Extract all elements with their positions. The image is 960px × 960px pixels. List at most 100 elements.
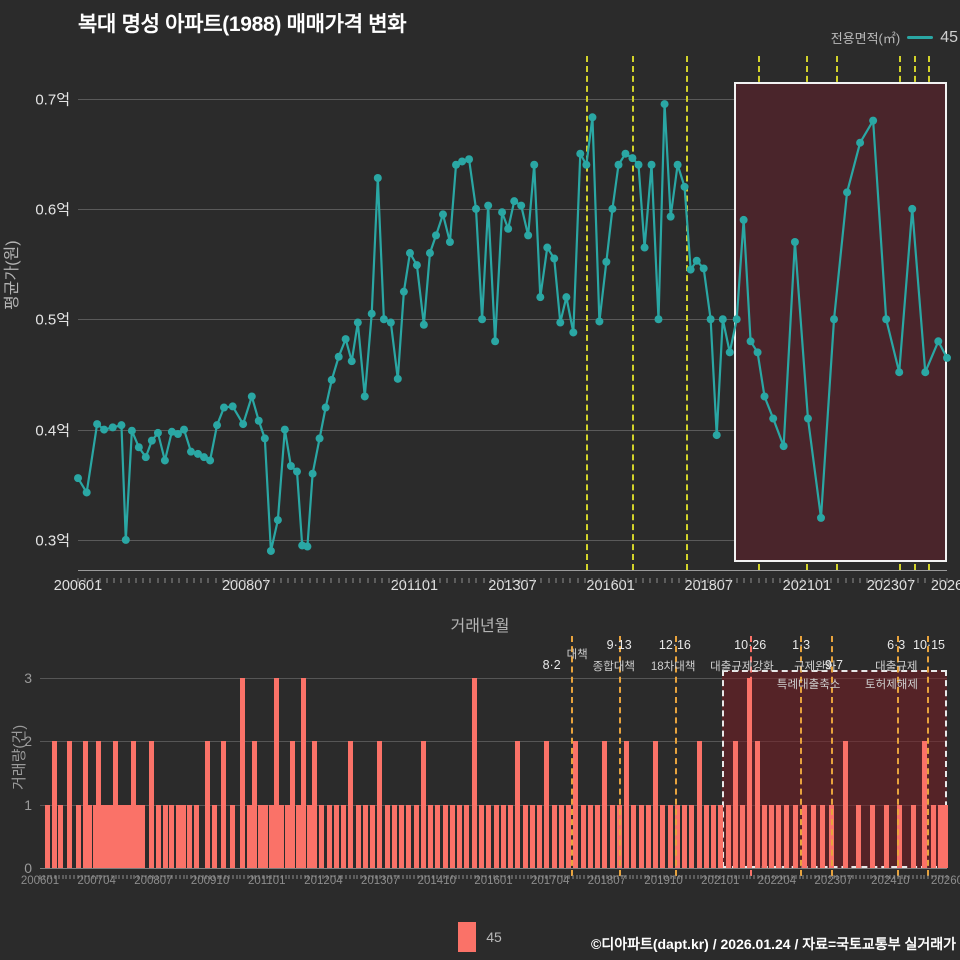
volume-minor-tick (451, 875, 453, 879)
price-point (82, 488, 91, 497)
volume-bar (377, 741, 383, 868)
bottom-legend-value: 45 (486, 929, 502, 945)
volume-minor-tick (194, 875, 196, 879)
volume-minor-tick (572, 875, 574, 879)
price-point (536, 293, 545, 302)
volume-minor-tick (772, 875, 774, 879)
volume-minor-tick (908, 875, 910, 879)
y-tick-label: 0.3억 (35, 532, 70, 550)
event-label: 종합대책 (592, 661, 635, 673)
volume-bar (638, 804, 644, 868)
minor-tick (656, 578, 658, 583)
volume-minor-tick (632, 875, 634, 879)
volume-bar (384, 804, 390, 868)
volume-event-line (674, 636, 677, 876)
volume-bar (493, 804, 499, 868)
volume-bar (930, 804, 936, 868)
volume-minor-tick (606, 875, 608, 879)
price-point (706, 315, 715, 324)
volume-x-tick-label: 201307 (360, 875, 400, 887)
volume-minor-tick (715, 875, 717, 879)
volume-minor-tick (156, 875, 158, 879)
volume-minor-tick (727, 875, 729, 879)
price-point (718, 315, 727, 324)
price-point (943, 353, 951, 362)
volume-minor-tick (247, 875, 249, 879)
volume-minor-tick (723, 875, 725, 879)
volume-bar (108, 804, 114, 868)
minor-tick (142, 578, 144, 583)
minor-tick (330, 578, 332, 583)
volume-minor-tick (863, 875, 865, 879)
minor-tick (910, 578, 912, 583)
minor-tick (222, 578, 224, 583)
volume-bar (761, 804, 767, 868)
y-tick-label: 0.7억 (35, 91, 70, 109)
minor-tick (91, 578, 93, 583)
volume-minor-tick (171, 875, 173, 879)
minor-tick (888, 578, 890, 583)
volume-minor-tick (103, 875, 105, 879)
volume-minor-tick (670, 875, 672, 879)
volume-minor-tick (115, 875, 117, 879)
price-point (308, 469, 317, 478)
price-point (303, 542, 312, 551)
minor-tick (939, 578, 941, 583)
price-point (640, 243, 649, 252)
volume-minor-tick (409, 875, 411, 879)
volume-bar (711, 804, 717, 868)
minor-tick (714, 578, 716, 583)
minor-tick (251, 578, 253, 583)
top-legend-label: 전용면적(㎡) (830, 31, 901, 46)
volume-bar (246, 804, 252, 868)
volume-minor-tick (825, 875, 827, 879)
volume-minor-tick (704, 875, 706, 879)
minor-tick (707, 578, 709, 583)
volume-bar (703, 804, 709, 868)
event-dashed-line (686, 56, 689, 570)
volume-minor-tick (481, 875, 483, 879)
volume-minor-tick (349, 875, 351, 879)
price-point (660, 100, 669, 109)
volume-minor-tick (734, 875, 736, 879)
minor-tick (446, 578, 448, 583)
volume-minor-tick (149, 875, 151, 879)
minor-tick (577, 578, 579, 583)
price-point (206, 456, 215, 465)
volume-minor-tick (821, 875, 823, 879)
volume-bar (910, 804, 916, 868)
price-point (186, 447, 195, 456)
volume-minor-tick (493, 875, 494, 879)
volume-bar (428, 804, 434, 868)
volume-minor-tick (802, 875, 804, 879)
volume-minor-tick (791, 875, 793, 879)
price-point (273, 516, 282, 525)
minor-tick (627, 578, 629, 583)
price-point (458, 157, 467, 166)
volume-minor-tick (341, 875, 343, 879)
volume-minor-tick (239, 875, 241, 879)
volume-minor-tick (912, 875, 914, 879)
price-point (517, 201, 526, 210)
minor-tick (837, 578, 839, 583)
volume-bar (776, 804, 782, 868)
volume-x-tick-label: 200910 (190, 875, 230, 887)
volume-minor-tick (205, 875, 207, 879)
minor-tick (294, 578, 296, 583)
volume-minor-tick (818, 875, 819, 879)
minor-tick (417, 578, 419, 583)
volume-bar (464, 804, 470, 868)
price-point (790, 238, 799, 246)
event-label: 대출규제강화 (710, 661, 774, 673)
volume-x-tick-label: 202410 (871, 875, 910, 887)
volume-bar (842, 741, 848, 868)
volume-minor-tick (54, 875, 56, 879)
price-point (452, 160, 461, 169)
volume-bar (148, 741, 154, 868)
volume-minor-tick (557, 875, 559, 879)
volume-bar (87, 804, 93, 868)
volume-minor-tick (942, 875, 944, 879)
minor-tick (215, 578, 217, 583)
x-tick-label: 202307 (866, 578, 916, 594)
price-point (739, 215, 748, 224)
